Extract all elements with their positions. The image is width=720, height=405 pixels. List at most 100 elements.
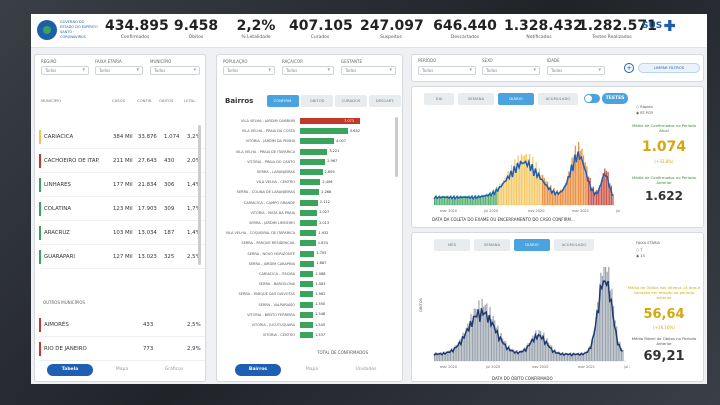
toggle-diario-obitos[interactable]: DIÁRIO [514, 239, 550, 251]
bairro-bar-row[interactable]: VITÓRIA - JUCUTUQUARA 1.545 [225, 321, 393, 330]
bairro-bar-row[interactable]: VITÓRIA - CENTRO 1.537 [225, 331, 393, 340]
bairro-bar-row[interactable]: VITÓRIA - JARDIM DA PENHA 4.007 [225, 137, 393, 146]
chart2-bar [505, 341, 507, 361]
add-icon[interactable]: + [624, 63, 634, 73]
bairros-scrollbar[interactable] [395, 117, 398, 177]
table-row[interactable]: AIMORÉS 433 2,5% [39, 313, 205, 337]
chart2-bar [440, 352, 442, 361]
toggle-curados[interactable]: CURADOS [335, 95, 367, 107]
testes-toggle[interactable] [584, 94, 600, 103]
chart1-bar [574, 145, 577, 205]
filter-label-faixa: FAIXA ETÁRIA [95, 59, 122, 64]
bairro-bar [300, 179, 321, 186]
idade-dropdown[interactable]: Todos [547, 66, 605, 75]
table-row[interactable]: COLATINA 123 Mil 17.903 309 1,7% [39, 197, 205, 221]
toggle-semana[interactable]: SEMANA [458, 93, 494, 105]
bairro-name: VILA VELHA - PRAIA DE ITAPARICA [235, 149, 295, 154]
regiao-dropdown[interactable]: Todos [41, 66, 89, 75]
table-scrollbar[interactable] [198, 125, 201, 265]
chart2-bar [453, 349, 455, 361]
bairro-name: SERRA - JARDIM LIMOEIRO [249, 221, 295, 225]
chart2-bar [567, 353, 569, 361]
chart2-x-tick: mar 2020 [440, 365, 457, 369]
table-row[interactable]: RIO DE JANEIRO 773 2,9% [39, 337, 205, 361]
bairro-bar-row[interactable]: SERRA - VALPARAÍSO 1.550 [225, 301, 393, 310]
chart2-bar [597, 302, 599, 361]
toggle-diario[interactable]: DIÁRIO [498, 93, 534, 105]
table-row[interactable]: LINHARES 177 Mil 21.834 306 1,4% [39, 173, 205, 197]
bairro-bar [300, 311, 314, 318]
bairro-bar-row[interactable]: SERRA - COLINA DE LARANJEIRAS 2.268 [225, 188, 393, 197]
toggle-semana-obitos[interactable]: SEMANA [474, 239, 510, 251]
table-row[interactable]: ARACRUZ 103 Mil 13.034 187 1,4% [39, 221, 205, 245]
bairro-bar-row[interactable]: CARIACICA - CAMPO GRANDE 2.112 [225, 199, 393, 208]
chart2-bar [587, 350, 589, 361]
bairro-bar-row[interactable]: SERRA - JARDIM CARAPINA 1.687 [225, 260, 393, 269]
radio-rtpcr[interactable]: ◉ RT-PCR [636, 111, 653, 115]
bairro-bar [300, 189, 320, 196]
bairro-bar [300, 199, 318, 206]
radio-15[interactable]: ◉ 15 [636, 254, 645, 258]
chart1-bar [527, 159, 529, 205]
chart2-bar [460, 341, 463, 361]
radio-t[interactable]: ○ T [636, 248, 643, 252]
bairro-bar-row[interactable]: VILA VELHA - COQUEIRAL DE ITAPARICA 1.932 [225, 229, 393, 238]
raca-dropdown[interactable]: Todos [282, 66, 334, 75]
bairro-name: CARIACICA - ITACIBÁ [259, 272, 295, 276]
table-row[interactable]: GUARAPARI 127 Mil 13.023 325 2,5% [39, 245, 205, 269]
municipio-dropdown[interactable]: Todos [150, 66, 200, 75]
bairro-bar-row[interactable]: VILA VELHA - PRAIA DA COSTA 5.652 [225, 127, 393, 136]
toggle-mes[interactable]: MÊS [434, 239, 470, 251]
bairro-bar-row[interactable]: CARIACICA - ITACIBÁ 1.588 [225, 270, 393, 279]
chart2-bar [519, 350, 521, 361]
toggle-obitos[interactable]: ÓBITOS [301, 95, 333, 107]
bairro-bar-row[interactable]: SERRA - NOVO HORIZONTE 1.705 [225, 250, 393, 259]
tab-unidades[interactable]: Unidades [355, 367, 377, 372]
kpi-curados: 407.105 Curados [289, 18, 353, 40]
bairro-bar-row[interactable]: SERRA - LARANJEIRAS 2.659 [225, 168, 393, 177]
table-row[interactable]: CARIACICA 384 Mil 33.876 1.074 3,2% [39, 125, 205, 149]
chart2-bar [487, 315, 490, 361]
tab-bairros[interactable]: Bairros [235, 364, 281, 376]
faixa-etaria-dropdown[interactable]: Todos [95, 66, 143, 75]
clear-filters-button[interactable]: LIMPAR FILTROS [638, 63, 700, 73]
bairro-bar-row[interactable]: SERRA - PARQUE RESIDENCIAL 1.874 [225, 239, 393, 248]
chart2-bar [525, 349, 528, 361]
chart1-bar [573, 164, 575, 205]
toggle-dia[interactable]: DIA [424, 93, 454, 105]
bairro-value: 3.221 [329, 149, 340, 154]
tab-graficos[interactable]: Gráficos [164, 367, 184, 372]
bairro-bar-row[interactable]: SERRA - PARQUE DAS GAIVOTAS 1.582 [225, 290, 393, 299]
chart2-bar [513, 349, 515, 361]
tab-tabela[interactable]: Tabela [47, 364, 93, 376]
chart2-bar [464, 333, 466, 361]
chart1-bar [468, 195, 470, 205]
table-row[interactable]: CACHOEIRO DE ITAP. 211 Mil 27.643 430 2,0% [39, 149, 205, 173]
chart2-bar [497, 325, 499, 361]
chart2-bar [608, 267, 610, 361]
obitos-chart: mar 2020 jul 2020 nov 2020 mar 2021 jul 2021 [433, 267, 630, 369]
toggle-acumulado-obitos[interactable]: ACUMULADO [554, 239, 594, 251]
toggle-descart[interactable]: DESCART. [369, 95, 401, 107]
chart1-x-tick: mar 2020 [440, 209, 457, 213]
bairro-bar-row[interactable]: SERRA - BARCELONA 1.583 [225, 280, 393, 289]
toggle-confirm[interactable]: CONFIRM. [267, 95, 299, 107]
toggle-acumulado[interactable]: ACUMULADO [538, 93, 578, 105]
gestante-dropdown[interactable]: Todos [341, 66, 396, 75]
tab-mapa[interactable]: Mapa [115, 367, 129, 372]
chart2-bar [535, 330, 537, 361]
sexo-dropdown[interactable]: Todos [482, 66, 540, 75]
bairro-bar-row[interactable]: VILA VELHA - CENTRO 2.406 [225, 178, 393, 187]
bairro-bar-row[interactable]: VILA VELHA - JARDIM CAMBURI 7.073 [225, 117, 393, 126]
chart2-bar [540, 331, 542, 361]
tab-mapa-bairros[interactable]: Mapa [305, 367, 319, 372]
bairro-bar-row[interactable]: SERRA - JARDIM LIMOEIRO 2.013 [225, 219, 393, 228]
bairro-bar-row[interactable]: VILA VELHA - PRAIA DE ITAPARICA 3.221 [225, 148, 393, 157]
chart1-bar [602, 173, 604, 205]
periodo-dropdown[interactable]: Todos [418, 66, 476, 75]
radio-rapido[interactable]: ○ Rápido [636, 105, 653, 109]
populacao-dropdown[interactable]: Todos [223, 66, 275, 75]
bairro-bar-row[interactable]: VITÓRIA - PRAIA DO CANTO 2.967 [225, 158, 393, 167]
bairro-bar-row[interactable]: VITÓRIA - MATA DA PRAIA 2.027 [225, 209, 393, 218]
bairro-bar-row[interactable]: VITÓRIA - BENTO FERREIRA 1.548 [225, 311, 393, 320]
